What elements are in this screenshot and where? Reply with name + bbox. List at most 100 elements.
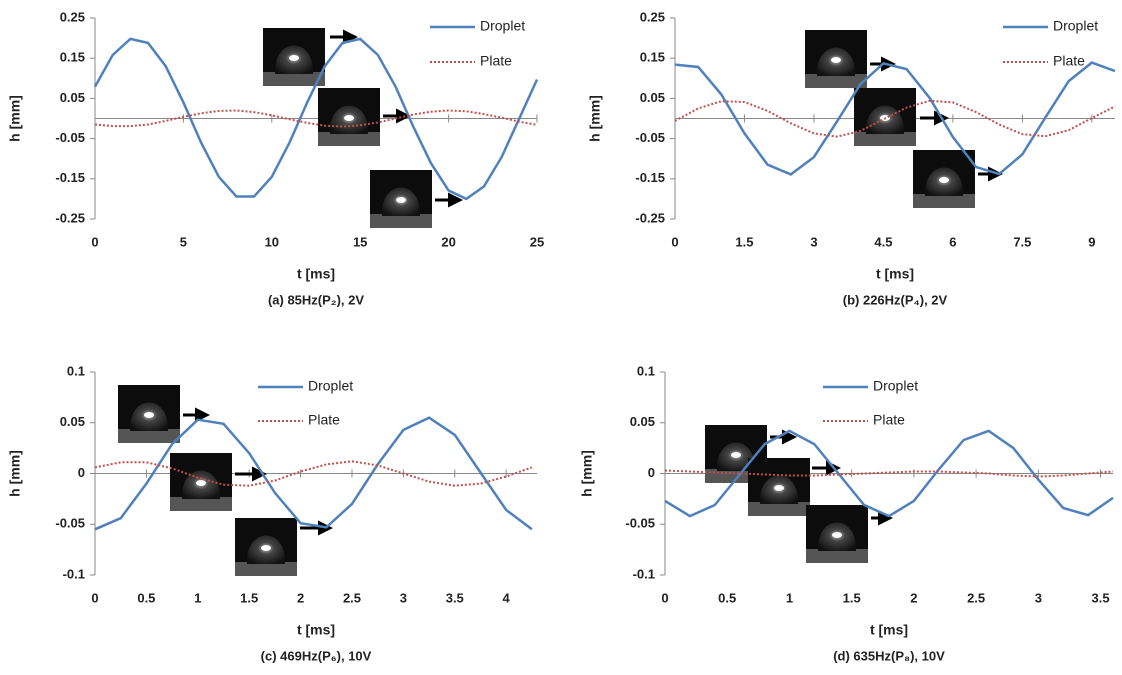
- droplet-photo: [118, 385, 180, 443]
- page: {"chart_data": [ {"type": "line", "capti…: [0, 0, 1122, 675]
- caption: (d) 635Hz(P₈), 10V: [833, 648, 945, 663]
- photo-plate: [370, 214, 432, 228]
- photo-plate: [748, 502, 810, 516]
- x-tick-label: 2.5: [343, 590, 361, 605]
- x-tick-label: 1.5: [240, 590, 258, 605]
- caption: (b) 226Hz(P₄), 2V: [843, 292, 948, 307]
- y-axis-label: h [mm]: [587, 95, 603, 142]
- droplet-highlight: [144, 412, 154, 418]
- droplet-highlight: [344, 115, 354, 121]
- x-tick-label: 0: [671, 234, 678, 249]
- photo-plate: [118, 429, 180, 443]
- x-tick-label: 4: [503, 590, 511, 605]
- y-tick-label: 0.15: [60, 50, 85, 65]
- y-tick-label: 0: [648, 465, 655, 480]
- droplet-photo: [263, 28, 325, 86]
- x-tick-label: 7.5: [1013, 234, 1031, 249]
- legend-label: Droplet: [480, 18, 525, 34]
- x-tick-label: 0: [91, 234, 98, 249]
- x-tick-label: 1: [194, 590, 201, 605]
- y-tick-label: -0.05: [55, 130, 85, 145]
- x-tick-label: 0.5: [137, 590, 155, 605]
- droplet-photo: [854, 88, 916, 146]
- droplet-photo: [805, 30, 867, 88]
- x-tick-label: 2.5: [967, 590, 985, 605]
- y-tick-label: -0.25: [635, 210, 665, 225]
- y-axis-label: h [mm]: [7, 95, 23, 142]
- droplet-photo: [318, 88, 380, 146]
- legend-label: Plate: [1053, 53, 1085, 69]
- y-tick-label: -0.25: [55, 210, 85, 225]
- droplet-photo: [235, 518, 297, 576]
- droplet-photo: [748, 458, 810, 516]
- caption: (c) 469Hz(P₆), 10V: [261, 648, 372, 663]
- droplet-photo: [806, 505, 868, 563]
- x-tick-label: 10: [265, 234, 279, 249]
- legend-label: Droplet: [1053, 18, 1098, 34]
- x-axis-label: t [ms]: [297, 266, 335, 282]
- x-tick-label: 1: [786, 590, 793, 605]
- photo-plate: [854, 132, 916, 146]
- y-tick-label: 0.25: [640, 9, 665, 24]
- droplet-photo: [370, 170, 432, 228]
- y-tick-label: 0.05: [630, 414, 655, 429]
- photo-plate: [805, 74, 867, 88]
- x-tick-label: 5: [180, 234, 187, 249]
- x-axis-label: t [ms]: [876, 266, 914, 282]
- legend-label: Plate: [480, 53, 512, 69]
- x-tick-label: 2: [297, 590, 304, 605]
- x-tick-label: 25: [530, 234, 544, 249]
- x-axis-label: t [ms]: [297, 622, 335, 638]
- x-tick-label: 3.5: [446, 590, 464, 605]
- y-tick-label: 0.15: [640, 50, 665, 65]
- x-tick-label: 3.5: [1092, 590, 1110, 605]
- y-tick-label: 0.05: [60, 414, 85, 429]
- legend-label: Plate: [308, 412, 340, 428]
- droplet-photo: [913, 150, 975, 208]
- photo-plate: [806, 549, 868, 563]
- x-tick-label: 0.5: [718, 590, 736, 605]
- droplet-photo: [170, 453, 232, 511]
- y-tick-label: -0.1: [63, 566, 85, 581]
- legend-label: Droplet: [873, 378, 918, 394]
- droplet-highlight: [831, 57, 841, 63]
- x-tick-label: 2: [910, 590, 917, 605]
- y-tick-label: 0.25: [60, 9, 85, 24]
- y-tick-label: -0.15: [55, 170, 85, 185]
- y-tick-label: 0.1: [637, 363, 655, 378]
- y-tick-label: -0.05: [635, 130, 665, 145]
- x-tick-label: 3: [810, 234, 817, 249]
- droplet-highlight: [832, 532, 842, 538]
- photo-plate: [235, 562, 297, 576]
- y-tick-label: 0.05: [60, 90, 85, 105]
- y-axis-label: h [mm]: [7, 450, 23, 497]
- droplet-highlight: [196, 480, 206, 486]
- x-tick-label: 20: [441, 234, 455, 249]
- y-tick-label: -0.15: [635, 170, 665, 185]
- y-tick-label: 0.05: [640, 90, 665, 105]
- caption: (a) 85Hz(P₂), 2V: [268, 292, 364, 307]
- droplet-highlight: [939, 177, 949, 183]
- x-tick-label: 15: [353, 234, 367, 249]
- x-tick-label: 3: [400, 590, 407, 605]
- x-tick-label: 9: [1088, 234, 1095, 249]
- legend-label: Droplet: [308, 378, 353, 394]
- legend-label: Plate: [873, 412, 905, 428]
- x-tick-label: 3: [1035, 590, 1042, 605]
- figure: -0.25-0.15-0.050.050.150.250510152025t […: [0, 0, 1122, 675]
- droplet-highlight: [396, 197, 406, 203]
- droplet-highlight: [289, 55, 299, 61]
- x-axis-label: t [ms]: [870, 622, 908, 638]
- y-tick-label: -0.1: [633, 566, 655, 581]
- photo-plate: [170, 497, 232, 511]
- y-axis-label: h [mm]: [579, 450, 595, 497]
- y-tick-label: 0.1: [67, 363, 85, 378]
- x-tick-label: 1.5: [735, 234, 753, 249]
- x-tick-label: 4.5: [874, 234, 892, 249]
- photo-plate: [318, 132, 380, 146]
- y-tick-label: -0.05: [625, 516, 655, 531]
- photo-plate: [913, 194, 975, 208]
- droplet-highlight: [774, 485, 784, 491]
- droplet-highlight: [731, 452, 741, 458]
- x-tick-label: 0: [91, 590, 98, 605]
